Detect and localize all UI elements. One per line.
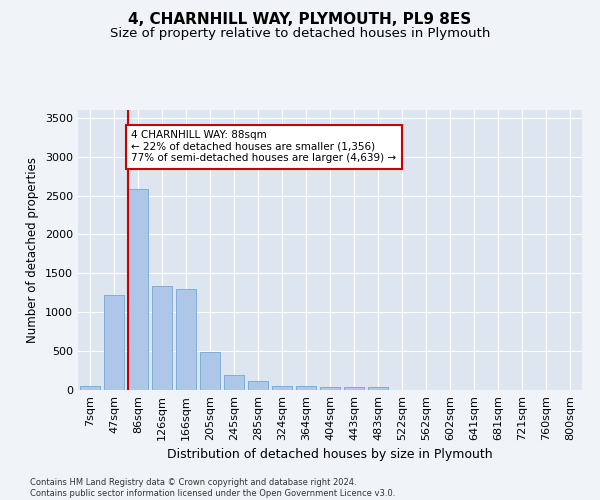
Bar: [224, 375, 244, 390]
Bar: [104, 295, 124, 390]
Text: 4 CHARNHILL WAY: 88sqm
← 22% of detached houses are smaller (1,356)
77% of semi-: 4 CHARNHILL WAY: 88sqm ← 22% of detached…: [131, 130, 397, 164]
Bar: [320, 386, 340, 390]
Bar: [344, 388, 364, 390]
Text: 4, CHARNHILL WAY, PLYMOUTH, PL9 8ES: 4, CHARNHILL WAY, PLYMOUTH, PL9 8ES: [128, 12, 472, 28]
Text: Size of property relative to detached houses in Plymouth: Size of property relative to detached ho…: [110, 28, 490, 40]
Text: Contains HM Land Registry data © Crown copyright and database right 2024.
Contai: Contains HM Land Registry data © Crown c…: [30, 478, 395, 498]
Bar: [200, 352, 220, 390]
Bar: [176, 289, 196, 390]
X-axis label: Distribution of detached houses by size in Plymouth: Distribution of detached houses by size …: [167, 448, 493, 461]
Bar: [80, 386, 100, 390]
Bar: [128, 190, 148, 390]
Bar: [296, 386, 316, 390]
Bar: [152, 286, 172, 390]
Bar: [272, 386, 292, 390]
Bar: [248, 382, 268, 390]
Y-axis label: Number of detached properties: Number of detached properties: [26, 157, 40, 343]
Bar: [368, 388, 388, 390]
